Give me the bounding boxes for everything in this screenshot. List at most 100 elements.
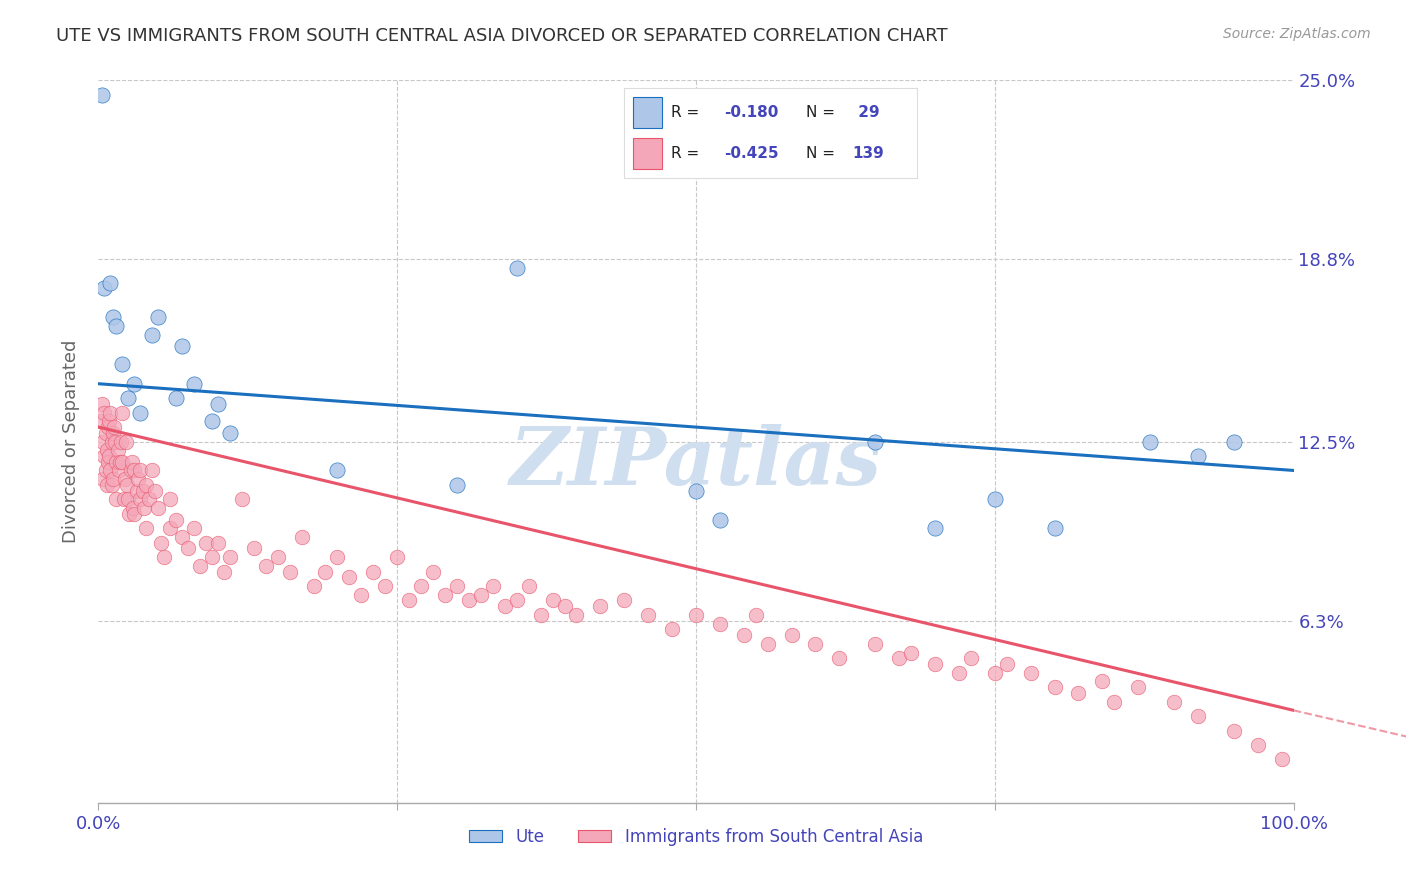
Point xyxy=(129,463,152,477)
Point xyxy=(97,420,120,434)
Point xyxy=(96,443,118,458)
Point xyxy=(685,483,707,498)
Point xyxy=(132,501,155,516)
Point xyxy=(149,535,172,549)
Point xyxy=(661,623,683,637)
Point xyxy=(188,558,211,573)
Point xyxy=(315,565,337,579)
Point xyxy=(111,357,134,371)
Point xyxy=(183,521,205,535)
Point xyxy=(554,599,576,614)
Point xyxy=(94,463,117,477)
Point xyxy=(141,463,163,477)
Point xyxy=(127,472,149,486)
Point xyxy=(111,455,134,469)
Point xyxy=(278,565,301,579)
Point xyxy=(129,492,152,507)
Point xyxy=(153,550,176,565)
Point xyxy=(90,414,112,428)
Point xyxy=(112,492,135,507)
Point xyxy=(900,646,922,660)
Point xyxy=(924,521,946,535)
Point xyxy=(125,483,148,498)
Point xyxy=(91,87,114,102)
Point xyxy=(960,651,983,665)
Point xyxy=(98,276,122,290)
Point xyxy=(374,579,396,593)
Point xyxy=(107,443,129,458)
Point xyxy=(422,565,444,579)
Point xyxy=(118,507,141,521)
Point xyxy=(780,628,803,642)
Point xyxy=(804,637,827,651)
Point xyxy=(105,318,128,333)
Point xyxy=(93,406,115,420)
Point xyxy=(107,463,129,477)
Point xyxy=(1247,738,1270,752)
Point xyxy=(984,665,1007,680)
Point xyxy=(131,483,153,498)
Point xyxy=(100,434,122,449)
Point xyxy=(114,472,136,486)
Point xyxy=(339,570,361,584)
Point xyxy=(1043,680,1066,694)
Point xyxy=(172,530,194,544)
Point xyxy=(948,665,970,680)
Point xyxy=(120,463,142,477)
Point xyxy=(326,550,349,565)
Point xyxy=(446,579,468,593)
Point xyxy=(103,420,125,434)
Point xyxy=(709,512,731,526)
Point xyxy=(984,492,1007,507)
Point xyxy=(589,599,612,614)
Point xyxy=(291,530,314,544)
Point xyxy=(124,463,146,477)
Point xyxy=(111,406,134,420)
Point xyxy=(865,637,887,651)
Point xyxy=(434,588,457,602)
Point xyxy=(1271,752,1294,766)
Point xyxy=(115,478,138,492)
Point xyxy=(709,616,731,631)
Point xyxy=(110,434,132,449)
Point xyxy=(135,478,157,492)
Point xyxy=(506,593,529,607)
Point xyxy=(541,593,564,607)
Point xyxy=(506,261,529,276)
Point xyxy=(470,588,492,602)
Point xyxy=(177,541,200,556)
Point xyxy=(138,492,160,507)
Point xyxy=(159,492,181,507)
Point xyxy=(1067,686,1090,700)
Point xyxy=(101,425,124,440)
Point xyxy=(1223,434,1246,449)
Point xyxy=(243,541,266,556)
Text: Source: ZipAtlas.com: Source: ZipAtlas.com xyxy=(1223,27,1371,41)
Point xyxy=(254,558,277,573)
Point xyxy=(446,478,468,492)
Point xyxy=(267,550,290,565)
Point xyxy=(828,651,851,665)
Point xyxy=(207,535,229,549)
Point xyxy=(121,455,143,469)
Point xyxy=(231,492,253,507)
Point xyxy=(1104,695,1126,709)
Point xyxy=(201,550,224,565)
Point xyxy=(98,463,122,477)
Point xyxy=(165,512,187,526)
Point xyxy=(482,579,505,593)
Point xyxy=(530,607,553,622)
Point xyxy=(122,501,145,516)
Point xyxy=(97,455,120,469)
Point xyxy=(1139,434,1161,449)
Point xyxy=(172,339,194,353)
Point xyxy=(613,593,636,607)
Point xyxy=(385,550,409,565)
Point xyxy=(117,391,139,405)
Point xyxy=(565,607,588,622)
Point xyxy=(212,565,235,579)
Point xyxy=(93,449,115,463)
Point xyxy=(115,434,138,449)
Point xyxy=(517,579,540,593)
Point xyxy=(1187,449,1209,463)
